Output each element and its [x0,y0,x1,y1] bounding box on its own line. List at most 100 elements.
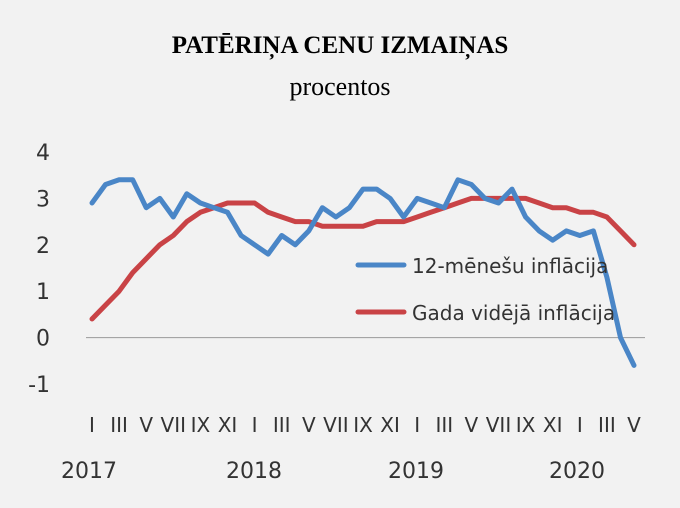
data-point-series-0 [294,243,297,246]
data-point-series-0 [388,197,392,200]
data-point-series-1 [266,211,270,214]
data-point-series-1 [280,215,283,219]
data-point-series-0 [239,234,243,237]
x-tick-label: III [110,413,128,437]
data-point-series-0 [375,187,378,191]
data-point-series-1 [145,257,148,260]
data-point-series-0 [104,183,107,186]
year-label: 2019 [388,459,444,484]
x-tick-label: XI [543,413,563,437]
data-point-series-0 [537,229,541,233]
data-point-series-1 [158,243,161,246]
data-point-series-0 [483,197,487,200]
data-point-series-1 [104,303,107,307]
data-point-series-0 [619,336,622,339]
x-tick-label: III [273,413,291,437]
x-tick-label: I [252,413,258,437]
data-point-series-1 [524,197,527,200]
data-point-series-1 [470,197,473,200]
data-point-series-1 [402,220,405,223]
data-point-series-0 [632,364,636,367]
x-tick-label: III [435,413,453,437]
data-point-series-1 [375,220,378,223]
x-tick-label: V [465,413,479,437]
data-point-series-0 [361,187,365,191]
data-point-series-1 [388,220,392,223]
data-point-series-0 [266,252,270,256]
x-tick-label: V [627,413,641,437]
x-tick-label: VII [486,413,511,437]
data-point-series-1 [348,225,351,228]
x-tick-label: IX [353,413,373,437]
data-point-series-0 [402,215,405,219]
data-point-series-1 [334,225,338,228]
data-point-series-0 [199,201,202,205]
data-point-series-0 [429,201,432,205]
y-tick-label: 1 [36,280,50,305]
data-point-series-0 [334,215,338,219]
x-tick-label: V [302,413,316,437]
x-tick-label: XI [218,413,238,437]
data-point-series-0 [605,276,609,279]
y-tick-label: 3 [36,187,50,212]
y-tick-label: 0 [36,327,50,352]
data-point-series-1 [321,225,324,228]
data-point-series-0 [185,192,189,195]
data-point-series-1 [578,211,581,214]
data-point-series-1 [537,201,541,205]
data-point-series-1 [361,225,365,228]
x-tick-label: XI [380,413,400,437]
data-point-series-0 [443,206,446,209]
data-point-series-1 [510,197,514,200]
data-point-series-0 [226,211,229,214]
data-point-series-1 [551,206,554,209]
x-tick-label: III [598,413,616,437]
year-label: 2018 [226,459,282,484]
data-point-series-0 [307,229,310,233]
data-point-series-1 [307,220,310,223]
x-tick-label: I [414,413,420,437]
data-point-series-0 [348,206,351,209]
x-tick-label: IX [191,413,211,437]
data-point-series-1 [226,201,229,205]
data-point-series-1 [632,243,636,246]
data-point-series-1 [199,211,202,214]
chart-title: PATĒRIŅA CENU IZMAIŅAS [171,32,509,59]
data-point-series-1 [619,229,622,233]
data-point-series-1 [605,215,609,219]
data-point-series-1 [239,201,243,205]
data-point-series-0 [565,229,568,233]
year-label: 2017 [61,459,117,484]
data-point-series-0 [551,238,554,242]
chart-subtitle: procentos [289,72,391,101]
data-point-series-0 [592,229,595,233]
y-tick-label: -1 [28,373,50,398]
y-tick-label: 2 [36,234,50,259]
data-point-series-0 [212,206,216,209]
data-point-series-0 [578,234,581,237]
data-point-series-0 [470,183,473,186]
data-point-series-0 [510,187,514,191]
data-point-series-0 [280,234,283,237]
x-tick-label: V [139,413,153,437]
data-point-series-0 [172,215,175,219]
x-tick-label: I [577,413,583,437]
legend-label-0: 12-mēnešu inflācija [412,254,608,278]
data-point-series-0 [158,197,161,200]
data-point-series-0 [416,197,419,200]
x-tick-label: VII [323,413,348,437]
data-point-series-1 [90,317,94,321]
data-point-series-1 [131,271,134,274]
data-point-series-0 [497,201,500,205]
x-tick-label: I [89,413,95,437]
data-point-series-1 [565,206,568,209]
data-point-series-0 [456,178,460,182]
data-point-series-1 [429,211,432,214]
data-point-series-1 [416,215,419,219]
data-point-series-1 [253,201,256,205]
x-tick-label: IX [516,413,536,437]
data-point-series-0 [524,215,527,219]
data-point-series-1 [172,234,175,237]
